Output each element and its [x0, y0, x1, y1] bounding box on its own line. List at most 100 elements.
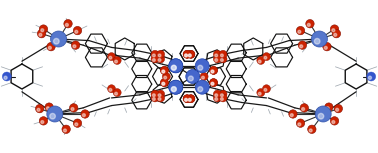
Circle shape: [302, 108, 305, 110]
Circle shape: [211, 70, 214, 73]
Circle shape: [81, 110, 89, 118]
Circle shape: [187, 95, 195, 103]
Circle shape: [183, 50, 191, 58]
Circle shape: [73, 26, 82, 35]
Circle shape: [169, 80, 183, 94]
Circle shape: [220, 59, 223, 61]
Circle shape: [209, 79, 218, 87]
Circle shape: [169, 80, 183, 94]
Circle shape: [215, 98, 218, 100]
Circle shape: [2, 72, 11, 81]
Circle shape: [4, 76, 7, 79]
Circle shape: [300, 45, 303, 48]
Circle shape: [325, 103, 333, 111]
Circle shape: [220, 98, 223, 100]
Circle shape: [188, 54, 191, 57]
Circle shape: [158, 54, 161, 57]
Circle shape: [187, 50, 195, 58]
Circle shape: [158, 94, 161, 97]
Circle shape: [309, 129, 312, 132]
Circle shape: [324, 46, 327, 49]
Circle shape: [171, 65, 176, 70]
Circle shape: [47, 106, 63, 122]
Circle shape: [332, 29, 335, 32]
Circle shape: [219, 94, 227, 102]
Circle shape: [171, 87, 176, 92]
Circle shape: [183, 95, 191, 103]
Circle shape: [334, 104, 342, 113]
Circle shape: [160, 79, 169, 87]
Circle shape: [160, 66, 169, 74]
Circle shape: [188, 98, 191, 101]
Circle shape: [219, 90, 227, 98]
Circle shape: [152, 54, 155, 57]
Circle shape: [184, 98, 187, 101]
Circle shape: [264, 88, 267, 91]
Circle shape: [156, 90, 165, 98]
Circle shape: [187, 95, 195, 103]
Circle shape: [162, 70, 165, 73]
Circle shape: [169, 59, 183, 73]
Circle shape: [47, 43, 55, 51]
Circle shape: [151, 50, 159, 58]
Circle shape: [195, 80, 209, 94]
Circle shape: [115, 92, 118, 95]
Circle shape: [37, 30, 46, 38]
Circle shape: [39, 33, 42, 36]
Circle shape: [41, 121, 44, 123]
Circle shape: [109, 56, 112, 59]
Circle shape: [183, 95, 191, 103]
Circle shape: [151, 55, 159, 63]
Circle shape: [220, 54, 223, 57]
Circle shape: [162, 70, 165, 73]
Circle shape: [326, 107, 329, 110]
Circle shape: [332, 30, 341, 38]
Circle shape: [186, 69, 200, 84]
Circle shape: [184, 54, 187, 57]
Circle shape: [201, 76, 204, 79]
Circle shape: [151, 94, 159, 102]
Circle shape: [258, 60, 261, 63]
Circle shape: [46, 107, 50, 110]
Circle shape: [323, 43, 331, 51]
Circle shape: [171, 65, 176, 70]
Circle shape: [152, 98, 155, 100]
Circle shape: [107, 53, 116, 61]
Circle shape: [113, 89, 121, 97]
Circle shape: [51, 31, 67, 47]
Circle shape: [296, 26, 305, 35]
Circle shape: [45, 103, 53, 111]
Circle shape: [151, 90, 159, 98]
Circle shape: [311, 31, 327, 47]
Circle shape: [306, 20, 314, 28]
Circle shape: [187, 50, 195, 58]
Circle shape: [54, 38, 59, 44]
Circle shape: [162, 82, 165, 85]
Circle shape: [160, 79, 169, 87]
Circle shape: [36, 104, 44, 113]
Circle shape: [107, 85, 116, 93]
Circle shape: [296, 119, 305, 127]
Circle shape: [368, 76, 372, 79]
Circle shape: [330, 25, 339, 33]
Circle shape: [209, 66, 218, 74]
Circle shape: [298, 123, 301, 126]
Circle shape: [152, 94, 155, 97]
Circle shape: [37, 108, 40, 111]
Circle shape: [188, 98, 191, 101]
Circle shape: [318, 113, 324, 119]
Circle shape: [162, 73, 170, 80]
Circle shape: [158, 59, 161, 61]
Circle shape: [200, 73, 208, 80]
Circle shape: [50, 113, 55, 119]
Circle shape: [113, 56, 121, 64]
Circle shape: [156, 50, 165, 58]
Circle shape: [82, 114, 85, 117]
Circle shape: [70, 104, 78, 112]
Circle shape: [258, 92, 261, 95]
Circle shape: [300, 104, 308, 112]
Circle shape: [188, 54, 191, 57]
Circle shape: [219, 55, 227, 63]
Circle shape: [169, 59, 183, 73]
Circle shape: [164, 76, 167, 79]
